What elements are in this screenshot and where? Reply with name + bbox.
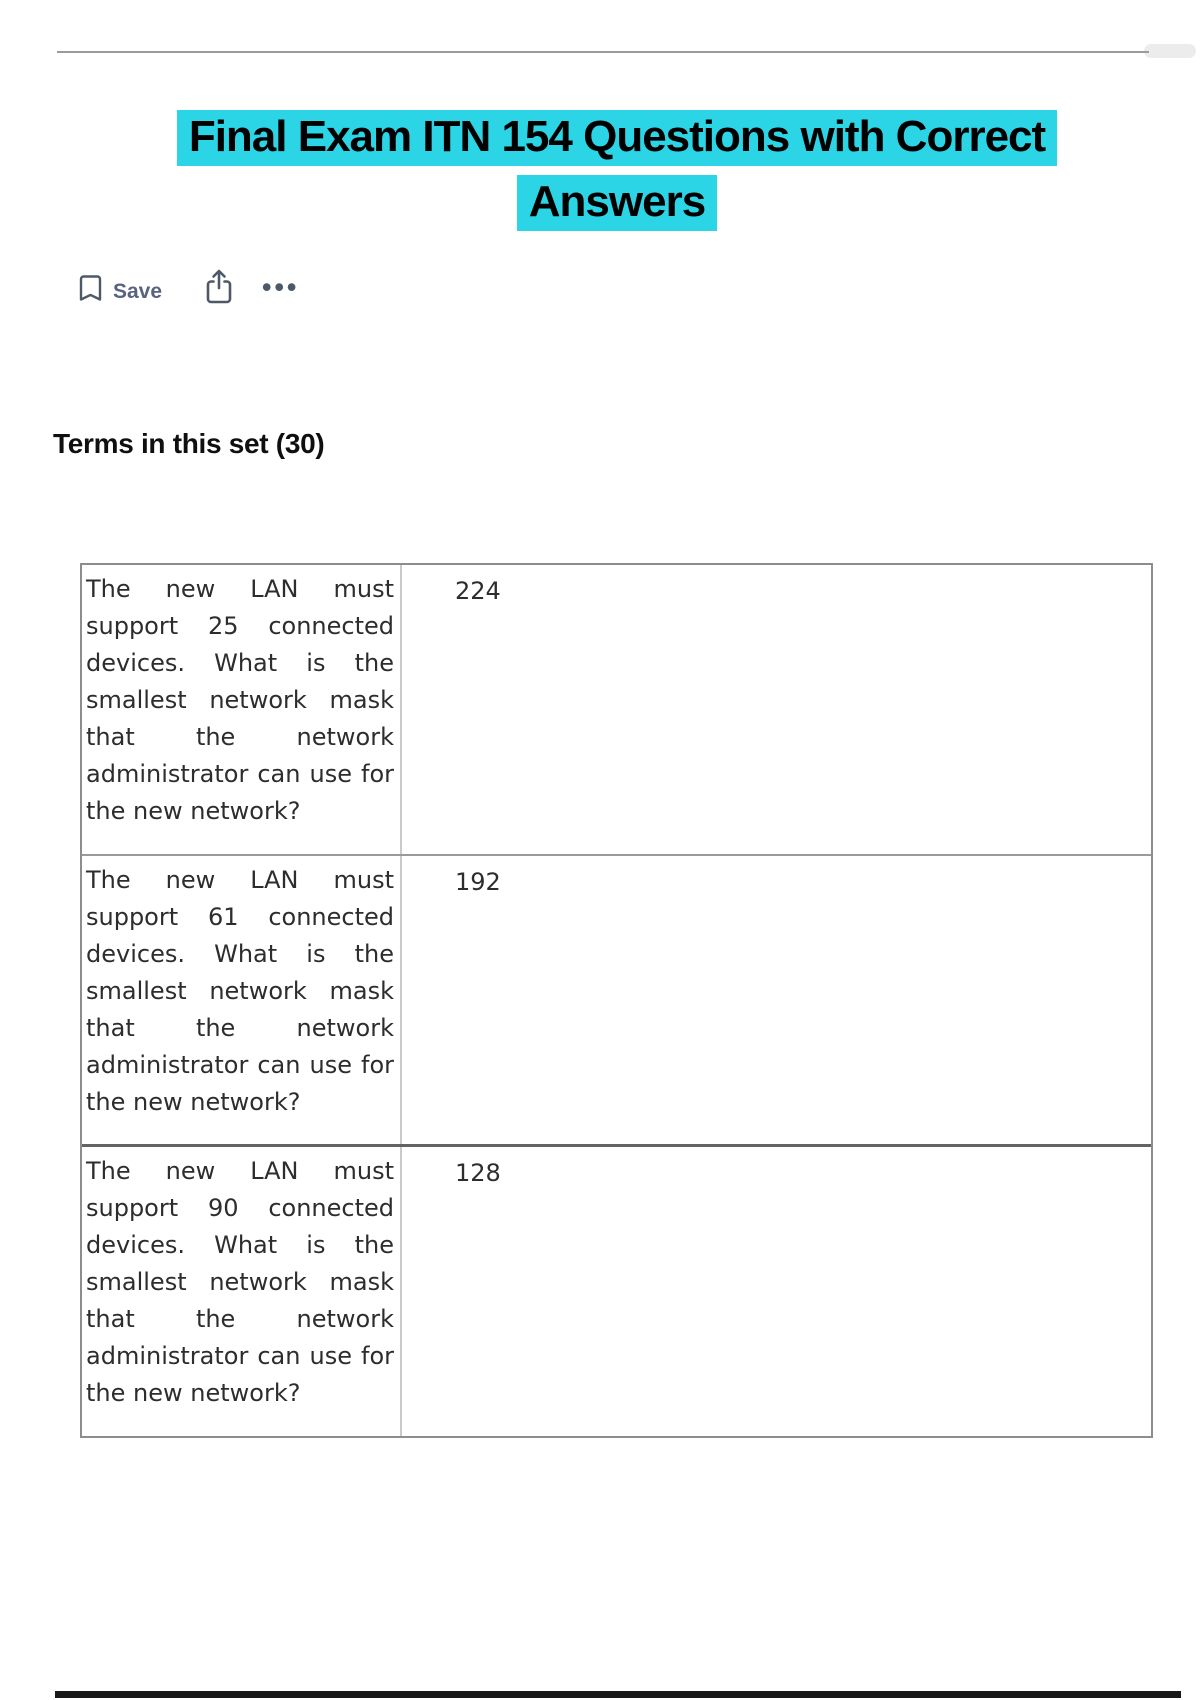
save-button[interactable]: Save <box>78 274 162 309</box>
definition-text: 192 <box>455 868 501 896</box>
term-text: The new LAN must support 61 connected de… <box>82 856 402 1144</box>
title-highlight-2: Answers <box>516 175 718 231</box>
bookmark-icon <box>78 274 103 309</box>
table-row: The new LAN must support 90 connected de… <box>82 1144 1151 1436</box>
title-line-2: Answers <box>17 169 1200 234</box>
definition-text: 224 <box>455 577 501 605</box>
table-row: The new LAN must support 25 connected de… <box>82 565 1151 854</box>
title-highlight-1: Final Exam ITN 154 Questions with Correc… <box>176 110 1058 166</box>
share-button[interactable] <box>202 268 236 309</box>
term-text: The new LAN must support 90 connected de… <box>82 1147 402 1436</box>
share-icon <box>202 269 236 309</box>
ellipsis-icon: ••• <box>262 272 300 302</box>
top-divider <box>57 51 1149 53</box>
page-bottom-bar <box>55 1691 1181 1698</box>
terms-section-heading: Terms in this set (30) <box>53 428 325 459</box>
table-row: The new LAN must support 61 connected de… <box>82 854 1151 1144</box>
top-rule-end-tab <box>1144 44 1196 58</box>
more-options-button[interactable]: ••• <box>262 268 299 306</box>
definition-text: 128 <box>455 1159 501 1187</box>
terms-table: The new LAN must support 25 connected de… <box>80 563 1153 1438</box>
term-text: The new LAN must support 25 connected de… <box>82 565 402 854</box>
document-title: Final Exam ITN 154 Questions with Correc… <box>17 104 1200 234</box>
save-button-label: Save <box>113 279 163 303</box>
title-line-1: Final Exam ITN 154 Questions with Correc… <box>17 104 1200 169</box>
